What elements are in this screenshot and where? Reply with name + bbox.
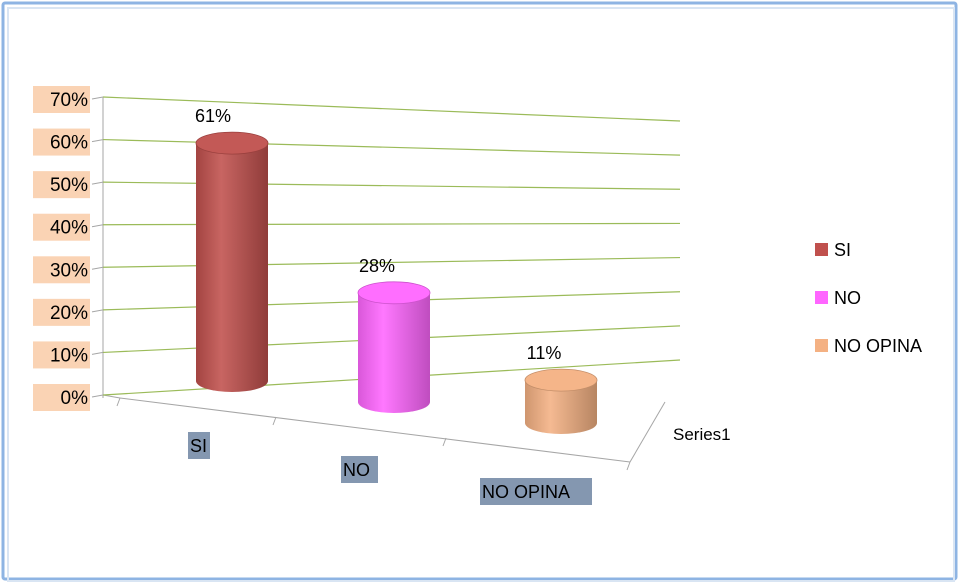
x-tick-mark	[626, 461, 631, 471]
legend-label: NO	[834, 288, 861, 308]
y-tick-mark	[91, 309, 104, 313]
x-tick-mark	[116, 397, 121, 407]
bar-top	[195, 131, 269, 155]
y-tick-label-bg	[33, 256, 90, 284]
y-tick-label-bg	[33, 384, 90, 411]
bar-no-opina	[524, 368, 598, 434]
y-tick-label: 0%	[61, 388, 89, 409]
legend-swatch	[815, 291, 828, 304]
y-tick-label: 60%	[50, 133, 88, 154]
category-label-bg	[188, 432, 210, 459]
data-label: 28%	[359, 256, 395, 276]
chart-border-shadow	[7, 7, 955, 582]
floor-depth-line	[629, 401, 666, 463]
x-axis-line	[119, 397, 631, 463]
y-tick-label: 30%	[50, 260, 88, 281]
legend-swatch	[815, 243, 828, 256]
y-axis-ticks: 0% 10% 20% 30% 40% 50% 60% 70%	[33, 86, 90, 411]
y-tick-label-bg	[33, 213, 90, 241]
y-tick-mark	[91, 224, 104, 228]
y-tick-label-bg	[33, 298, 90, 326]
depth-axis-label: Series1	[673, 425, 731, 444]
y-tick-label: 50%	[50, 175, 88, 196]
legend-swatch	[815, 339, 828, 352]
x-tick-mark	[442, 437, 447, 447]
category-label-bg	[341, 456, 378, 483]
category-label: NO	[343, 460, 370, 480]
y-tick-label: 40%	[50, 218, 88, 239]
y-tick-label-bg	[33, 128, 90, 156]
x-tick-mark	[272, 416, 277, 426]
y-tick-mark	[91, 181, 104, 185]
y-tick-mark	[91, 351, 104, 355]
y-tick-mark	[91, 96, 104, 100]
bar-body	[196, 143, 268, 392]
data-label: 11%	[527, 343, 562, 363]
legend-label: NO OPINA	[834, 336, 922, 356]
category-labels: SI NO NO OPINA	[116, 397, 631, 505]
bar-no	[357, 281, 431, 413]
floor-side-line	[102, 394, 121, 399]
y-tick-mark	[91, 139, 104, 143]
bars: 61% 28% 11%	[195, 106, 598, 434]
bar-top	[357, 281, 431, 305]
legend: SI NO NO OPINA	[815, 240, 922, 356]
category-label-bg	[480, 478, 592, 505]
y-tick-label-bg	[33, 86, 90, 113]
y-tick-mark	[91, 266, 104, 270]
bar-top	[524, 368, 598, 392]
y-tick-label-bg	[33, 341, 90, 369]
category-label: SI	[190, 436, 207, 456]
y-tick-mark	[91, 394, 104, 398]
gridline	[102, 96, 681, 122]
y-tick-label-bg	[33, 171, 90, 199]
category-label: NO OPINA	[482, 482, 570, 502]
bar-si	[195, 131, 269, 392]
y-tick-label: 70%	[50, 90, 88, 111]
data-label: 61%	[195, 106, 231, 126]
legend-label: SI	[834, 240, 851, 260]
bar-body	[525, 380, 597, 434]
y-tick-label: 10%	[50, 345, 88, 366]
bar-body	[358, 292, 430, 413]
y-tick-label: 20%	[50, 303, 88, 324]
